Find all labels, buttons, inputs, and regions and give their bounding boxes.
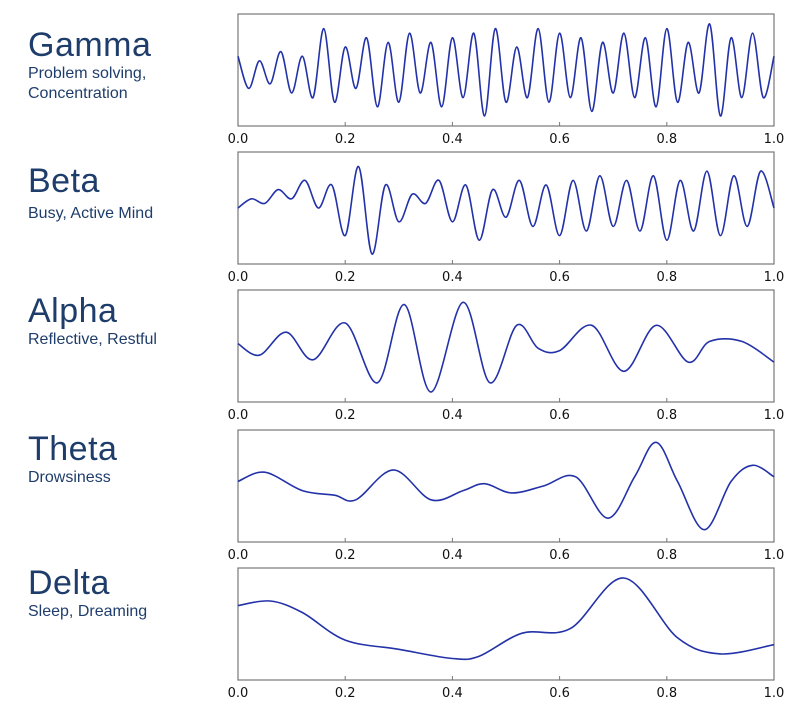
x-tick-label: 0.2	[335, 686, 356, 701]
band-name: Delta	[28, 564, 110, 602]
band-label-theta: Theta Drowsiness	[28, 430, 117, 488]
chart-panel-theta: 0.0 0.2 0.4 0.6 0.8 1.0	[228, 429, 785, 563]
wave-line-beta	[237, 165, 775, 255]
band-name: Beta	[28, 162, 100, 200]
x-tick-label: 1.0	[764, 686, 785, 701]
x-tick-label: 0.6	[549, 132, 570, 147]
x-tick-label: 0.2	[335, 548, 356, 563]
band-description: Drowsiness	[28, 468, 117, 488]
band-description-line: Drowsiness	[28, 469, 111, 486]
x-tick-label: 0.6	[549, 408, 570, 423]
band-label-alpha: Alpha Reflective, Restful	[28, 292, 157, 350]
wave-line-alpha	[237, 301, 775, 393]
x-tick-label: 0.6	[549, 270, 570, 285]
x-tick-label: 0.2	[335, 132, 356, 147]
chart-panel-alpha: 0.0 0.2 0.4 0.6 0.8 1.0	[228, 289, 785, 423]
x-tick-label: 0.8	[656, 686, 677, 701]
plot-frame	[237, 289, 775, 403]
x-tick-label: 0.0	[228, 270, 249, 285]
chart-panel-gamma: 0.0 0.2 0.4 0.6 0.8 1.0	[228, 13, 785, 147]
band-name: Theta	[28, 430, 118, 468]
band-description: Reflective, Restful	[28, 330, 157, 350]
x-tick-label: 0.6	[549, 686, 570, 701]
wave-line-delta	[237, 577, 775, 661]
x-tick-label: 0.2	[335, 270, 356, 285]
x-tick-label: 0.4	[442, 686, 463, 701]
wave-line-gamma	[237, 23, 775, 117]
band-name: Gamma	[28, 26, 152, 64]
x-tick-label: 0.0	[228, 132, 249, 147]
x-tick-label: 0.0	[228, 686, 249, 701]
x-tick-label: 1.0	[764, 408, 785, 423]
x-tick-label: 0.0	[228, 548, 249, 563]
chart-panel-beta: 0.0 0.2 0.4 0.6 0.8 1.0	[228, 151, 785, 285]
plot-frame	[237, 13, 775, 127]
band-description: Problem solving, Concentration	[28, 64, 151, 104]
x-tick-label: 1.0	[764, 132, 785, 147]
band-label-delta: Delta Sleep, Dreaming	[28, 564, 147, 622]
x-tick-label: 0.0	[228, 408, 249, 423]
x-tick-label: 0.2	[335, 408, 356, 423]
x-tick-label: 0.4	[442, 548, 463, 563]
x-tick-label: 0.4	[442, 132, 463, 147]
plot-frame	[237, 429, 775, 543]
band-label-gamma: Gamma Problem solving, Concentration	[28, 26, 151, 104]
band-description: Busy, Active Mind	[28, 204, 153, 224]
band-description-line: Problem solving,	[28, 65, 147, 82]
x-tick-label: 0.8	[656, 132, 677, 147]
x-tick-label: 0.8	[656, 408, 677, 423]
x-tick-label: 0.4	[442, 270, 463, 285]
band-name: Alpha	[28, 292, 118, 330]
x-tick-label: 0.4	[442, 408, 463, 423]
band-description-line: Concentration	[28, 85, 128, 102]
band-description: Sleep, Dreaming	[28, 602, 147, 622]
chart-panel-delta: 0.0 0.2 0.4 0.6 0.8 1.0	[228, 567, 785, 701]
band-description-line: Sleep, Dreaming	[28, 603, 148, 620]
x-tick-label: 1.0	[764, 270, 785, 285]
band-description-line: Reflective, Restful	[28, 331, 157, 348]
band-label-beta: Beta Busy, Active Mind	[28, 162, 153, 224]
x-tick-label: 0.8	[656, 270, 677, 285]
band-description-line: Busy, Active Mind	[28, 205, 154, 222]
x-tick-label: 1.0	[764, 548, 785, 563]
x-tick-label: 0.6	[549, 548, 570, 563]
plot-frame	[237, 567, 775, 681]
wave-line-theta	[237, 441, 775, 531]
x-tick-label: 0.8	[656, 548, 677, 563]
